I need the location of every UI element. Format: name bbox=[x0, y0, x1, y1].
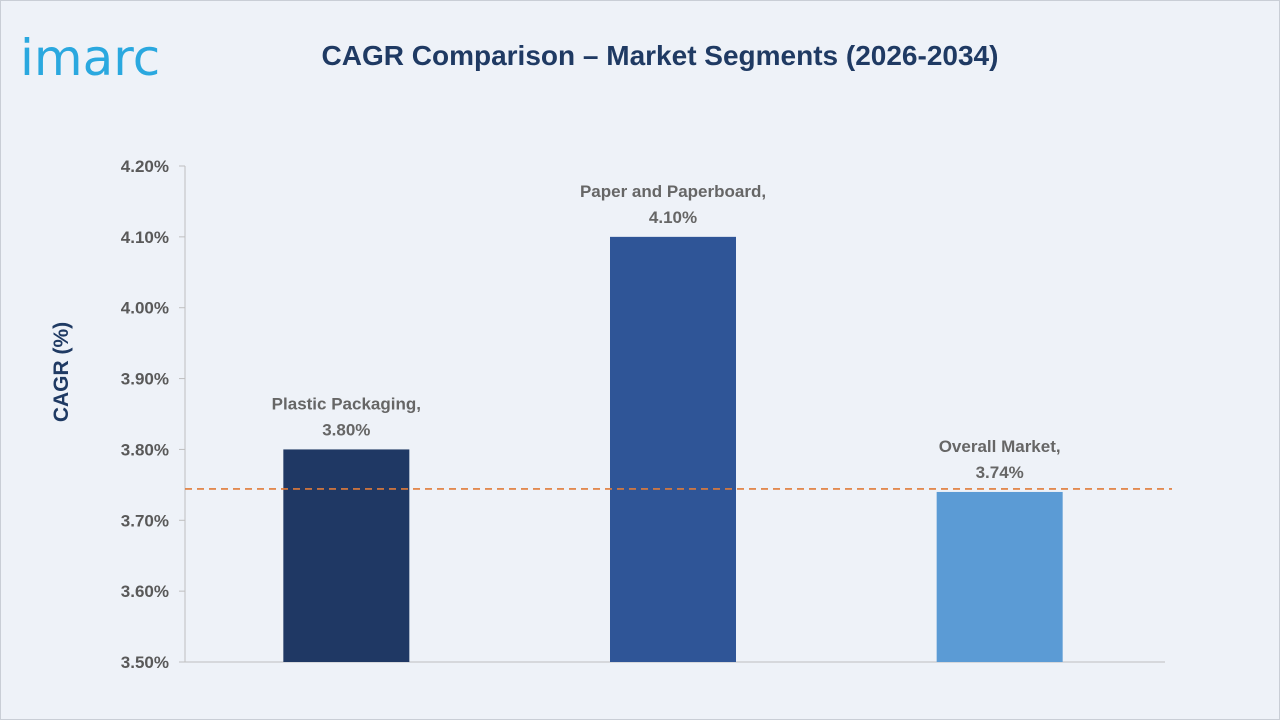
bar-2 bbox=[610, 236, 736, 662]
y-tick-label: 4.20% bbox=[121, 157, 169, 176]
y-tick-label: 4.00% bbox=[121, 299, 169, 318]
y-tick-label: 3.70% bbox=[121, 511, 169, 530]
y-tick-label: 4.10% bbox=[121, 228, 169, 247]
bar-3 bbox=[936, 491, 1063, 662]
y-tick-label: 3.60% bbox=[121, 582, 169, 601]
data-label-category: Overall Market, bbox=[939, 437, 1061, 456]
data-label-value: 4.10% bbox=[649, 208, 697, 227]
y-tick-label: 3.90% bbox=[121, 370, 169, 389]
y-tick-label: 3.80% bbox=[121, 440, 169, 459]
y-tick-label: 3.50% bbox=[121, 653, 169, 672]
data-label-value: 3.74% bbox=[976, 463, 1024, 482]
bar-1 bbox=[283, 449, 410, 662]
imarc-logo: imarc bbox=[20, 29, 161, 87]
data-label-category: Plastic Packaging, bbox=[272, 394, 421, 413]
data-label-category: Paper and Paperboard, bbox=[580, 182, 766, 201]
chart-title: CAGR Comparison – Market Segments (2026-… bbox=[321, 40, 999, 71]
data-label-value: 3.80% bbox=[322, 420, 370, 439]
